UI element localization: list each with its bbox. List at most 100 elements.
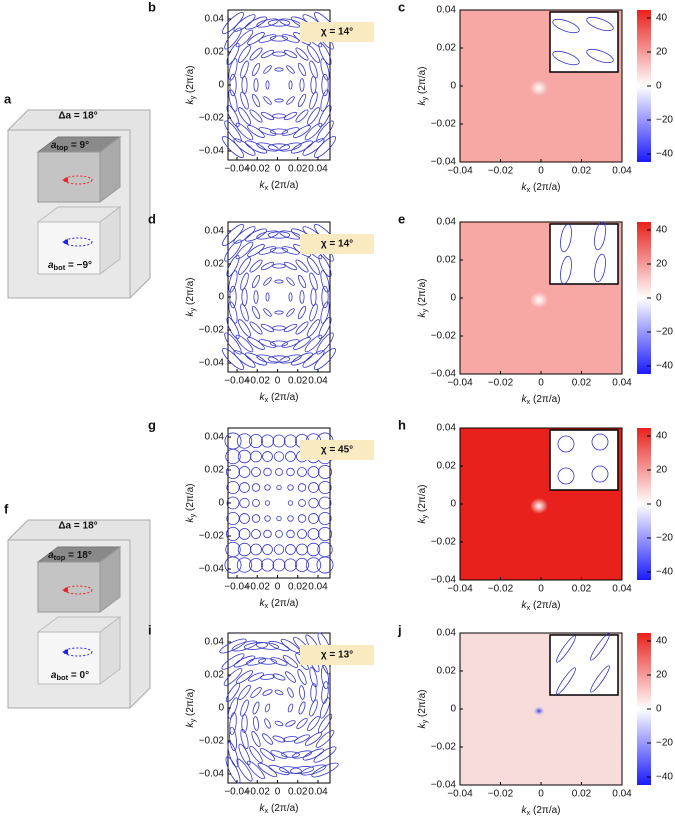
polarization-circle xyxy=(272,558,286,572)
polarization-ellipse xyxy=(225,756,241,784)
polarization-circle xyxy=(263,467,272,477)
y-axis-label: ky (2π/a) xyxy=(417,279,429,318)
polarization-ellipse xyxy=(233,350,256,368)
polarization-circle xyxy=(283,558,298,572)
subscript: y xyxy=(420,97,429,101)
polarization-ellipse xyxy=(251,62,261,77)
polarization-ellipse xyxy=(313,135,337,159)
y-tick-label: −0.02 xyxy=(431,742,457,753)
polarization-ellipse xyxy=(240,60,249,79)
top-angle: atop = 18° xyxy=(48,550,92,562)
polarization-ellipse xyxy=(317,713,333,734)
polarization-ellipse xyxy=(286,65,295,74)
polarization-ellipse xyxy=(263,65,272,74)
polarization-ellipse xyxy=(235,334,254,353)
symbol: k xyxy=(260,598,266,609)
polarization-ellipse xyxy=(321,285,329,309)
polarization-ellipse xyxy=(262,733,273,745)
polarization-ellipse xyxy=(247,32,265,45)
unit: (2π/a) xyxy=(417,67,428,97)
polarization-ellipse xyxy=(263,277,272,286)
panel-label: j xyxy=(397,622,402,637)
symbol: k xyxy=(522,600,528,611)
polarization-circle xyxy=(251,529,261,539)
polarization-ellipse xyxy=(268,764,290,776)
symbol: k xyxy=(522,805,528,816)
x-tick-label: −0.04 xyxy=(224,164,250,175)
polarization-circle xyxy=(287,515,294,522)
y-tick-label: −0.02 xyxy=(431,331,457,342)
x-tick-label: 0.04 xyxy=(308,376,328,387)
polarization-circle xyxy=(318,480,332,495)
polarization-ellipse xyxy=(267,355,291,363)
polarization-ellipse xyxy=(274,310,284,315)
polarization-circle xyxy=(318,527,332,541)
polarization-ellipse xyxy=(279,354,302,364)
polarization-ellipse xyxy=(251,274,261,289)
polarization-ellipse xyxy=(233,226,256,244)
polarization-ellipse xyxy=(245,657,267,666)
x-tick-label: 0.02 xyxy=(288,787,308,798)
polarization-circle xyxy=(297,483,307,492)
polarization-circle xyxy=(251,483,261,492)
polarization-ellipse xyxy=(309,272,318,291)
polarization-ellipse xyxy=(287,687,294,698)
red-orbit xyxy=(63,175,93,185)
chi-box xyxy=(300,645,374,665)
polarization-circle xyxy=(285,451,296,462)
y-tick-label: 0.02 xyxy=(437,461,457,472)
red-arrow xyxy=(62,177,68,183)
polarization-ellipse xyxy=(233,138,256,156)
polarization-ellipse xyxy=(260,323,275,333)
y-tick-label: 0 xyxy=(450,81,456,92)
y-tick-label: −0.04 xyxy=(199,146,225,157)
chi-box xyxy=(300,234,374,254)
inset xyxy=(549,429,619,491)
polarization-ellipse xyxy=(302,350,325,368)
x-tick-label: 0.04 xyxy=(308,787,328,798)
polarization-circle xyxy=(249,434,263,448)
polarization-ellipse xyxy=(272,113,286,119)
polarization-circle xyxy=(226,527,240,541)
polarization-ellipse xyxy=(253,290,259,304)
inset xyxy=(549,634,619,696)
polarization-ellipse xyxy=(319,697,331,719)
bottom-angle: abot = −9° xyxy=(48,260,92,272)
polarization-circle xyxy=(226,496,240,510)
colorbar-tick-label: 40 xyxy=(656,636,668,647)
subscript: y xyxy=(188,308,197,312)
polarization-circle xyxy=(287,500,294,506)
subscript: bot xyxy=(54,263,66,272)
polarization-ellipse xyxy=(265,80,270,90)
polarization-circle xyxy=(262,451,273,462)
x-tick-label: 0 xyxy=(538,584,544,595)
subscript: x xyxy=(265,806,269,815)
polarization-ellipse xyxy=(283,323,298,333)
red-orbit xyxy=(63,585,93,595)
colorbar-tick-label: 40 xyxy=(656,225,668,236)
polarization-ellipse xyxy=(321,681,329,704)
polarization-ellipse xyxy=(249,259,263,273)
y-tick-label: 0.04 xyxy=(205,226,225,237)
y-tick-label: −0.04 xyxy=(431,157,457,168)
x-tick-label: −0.02 xyxy=(488,378,514,389)
unit: (2π/a) xyxy=(268,803,298,814)
y-tick-label: 0 xyxy=(450,704,456,715)
polarization-ellipse xyxy=(248,672,264,682)
y-tick-label: −0.04 xyxy=(431,780,457,791)
colorbar xyxy=(637,222,651,374)
polarization-ellipse xyxy=(235,29,254,48)
polarization-ellipse xyxy=(224,27,242,50)
unit: (2π/a) xyxy=(417,690,428,720)
x-tick-label: −0.02 xyxy=(488,789,514,800)
polarization-ellipse xyxy=(249,321,263,335)
colorbar-tick-label: 0 xyxy=(656,293,662,304)
inset-ellipse xyxy=(591,465,609,483)
polarization-ellipse xyxy=(298,701,306,715)
polarization-circle xyxy=(262,544,273,555)
y-tick-label: −0.02 xyxy=(431,119,457,130)
polarization-ellipse xyxy=(299,78,305,92)
symbol: k xyxy=(417,518,428,524)
polarization-ellipse xyxy=(274,67,284,72)
polarization-ellipse xyxy=(259,748,276,761)
